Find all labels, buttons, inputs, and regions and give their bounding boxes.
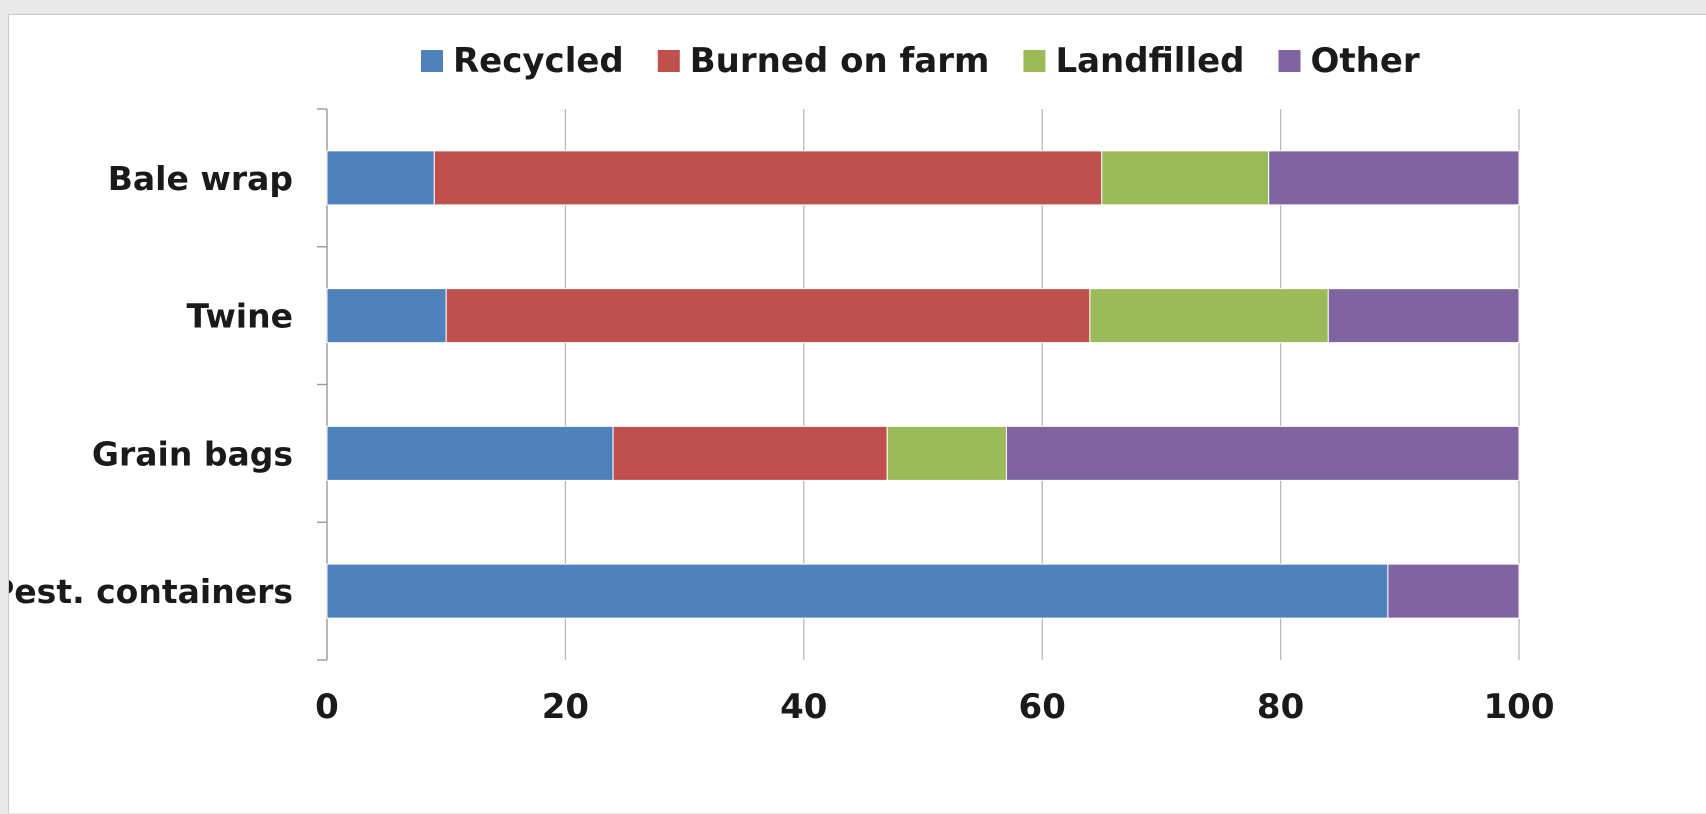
category-label: Twine <box>186 297 293 336</box>
x-tick-label: 80 <box>1257 687 1304 727</box>
bar-segment-other <box>1387 563 1520 619</box>
bar-segment-landfilled <box>886 425 1007 481</box>
x-tick-labels: 0 20 40 60 80 100 <box>315 687 1554 727</box>
bar-segment-landfilled <box>1089 288 1329 344</box>
x-tick-label: 100 <box>1484 687 1555 727</box>
bar-segment-landfilled <box>1101 150 1270 206</box>
bar-segment-recycled <box>326 425 614 481</box>
legend-swatch <box>421 50 443 72</box>
category-label: Grain bags <box>92 434 293 473</box>
legend: Recycled Burned on farm Landfilled Other <box>421 41 1420 81</box>
category-labels: Bale wrap Twine Grain bags Pest. containers <box>9 159 293 611</box>
bar-segment-other <box>1327 288 1520 344</box>
x-tick-label: 40 <box>780 687 827 727</box>
x-tick-label: 0 <box>315 687 339 727</box>
bar-segment-other <box>1268 150 1520 206</box>
legend-label: Landfilled <box>1055 41 1244 81</box>
bar-segment-recycled <box>326 563 1389 619</box>
bar-segment-other <box>1005 425 1520 481</box>
x-tick-label: 20 <box>542 687 589 727</box>
stacked-bar-chart: Bale wrap Twine Grain bags Pest. containers… <box>9 41 1554 727</box>
legend-swatch <box>1278 50 1301 72</box>
bar-segment-burned-on-farm <box>445 288 1091 344</box>
x-tick-label: 60 <box>1019 687 1066 727</box>
bar-segment-recycled <box>326 150 435 206</box>
chart-frame: Bale wrap Twine Grain bags Pest. containers… <box>8 14 1706 813</box>
legend-swatch <box>657 50 680 72</box>
legend-label: Burned on farm <box>690 41 990 81</box>
category-label: Pest. containers <box>9 572 293 611</box>
axes <box>317 108 328 661</box>
bar-segment-recycled <box>326 288 447 344</box>
bar-segment-burned-on-farm <box>612 425 888 481</box>
legend-label: Recycled <box>453 41 624 81</box>
legend-swatch <box>1023 50 1046 72</box>
legend-label: Other <box>1311 41 1420 81</box>
bar-segment-burned-on-farm <box>433 150 1103 206</box>
bars <box>326 150 1520 619</box>
category-label: Bale wrap <box>108 159 293 198</box>
